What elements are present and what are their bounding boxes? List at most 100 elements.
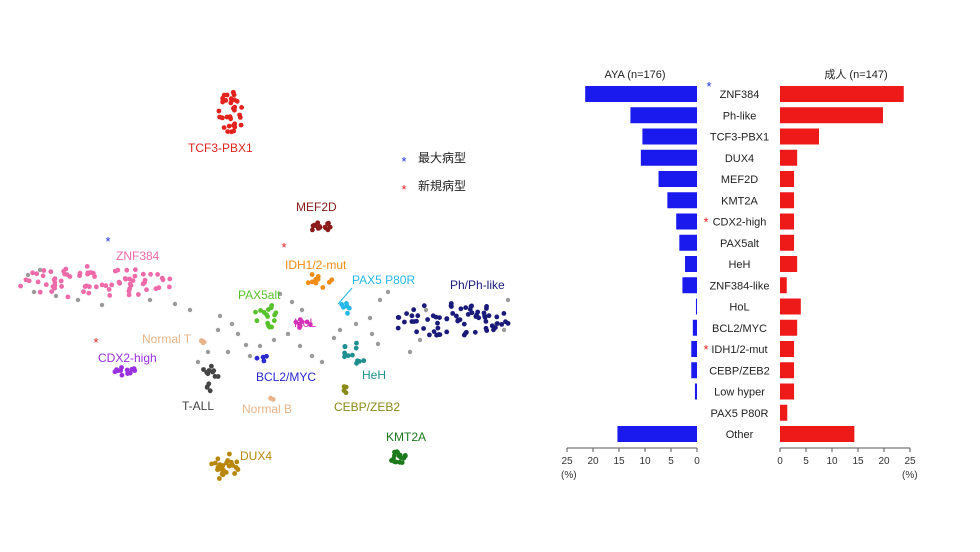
background-point <box>353 321 359 327</box>
cluster-point <box>481 310 487 316</box>
bar-adult-heh <box>780 256 798 272</box>
cluster-point <box>469 310 475 316</box>
cluster-point <box>354 340 359 346</box>
cluster-point <box>461 321 467 327</box>
background-point <box>225 349 231 355</box>
cluster-label-bcl2-myc: BCL2/MYC <box>256 370 316 384</box>
bar-adult-hol <box>780 298 801 315</box>
background-point <box>367 315 373 321</box>
cluster-star-marker: * <box>93 335 98 350</box>
background-point <box>271 337 277 343</box>
right-tick-label: 10 <box>826 456 838 467</box>
cluster-point <box>116 279 122 285</box>
cluster-point <box>399 460 405 465</box>
cluster-point <box>342 344 348 350</box>
cluster-point <box>482 315 488 320</box>
background-point <box>385 289 391 295</box>
bar-aya-cebp-zeb2 <box>691 362 697 379</box>
cluster-point <box>435 325 441 331</box>
category-label-tcf3-pbx1: TCF3-PBX1 <box>710 132 769 144</box>
background-point <box>215 327 221 333</box>
cluster-point <box>231 89 236 95</box>
category-label-other: Other <box>726 429 754 441</box>
cluster-point <box>119 365 124 370</box>
cluster-point <box>317 224 322 229</box>
cluster-point <box>41 268 47 273</box>
right-tick-label: 20 <box>878 456 890 467</box>
bar-aya-znf384-like <box>682 277 697 294</box>
cluster-point <box>361 358 367 364</box>
left-tick-label: 0 <box>694 456 700 467</box>
bar-aya-heh <box>685 256 697 272</box>
cluster-point <box>125 371 130 376</box>
cluster-point <box>450 311 456 316</box>
cluster-point <box>309 272 315 277</box>
cluster-label-normal-t: Normal T <box>142 332 192 346</box>
cluster-point <box>115 267 121 273</box>
cluster-point <box>43 282 49 288</box>
category-label-znf384-like: ZNF384-like <box>710 280 770 292</box>
cluster-point <box>122 276 128 281</box>
cluster-label-tcf3-pbx1: TCF3-PBX1 <box>188 141 253 155</box>
cluster-point <box>402 319 407 325</box>
cluster-point <box>59 284 64 289</box>
bar-adult-cebp-zeb2 <box>780 362 795 379</box>
left-tick-label: 15 <box>613 456 625 467</box>
cluster-label-normal-b: Normal B <box>242 402 292 416</box>
category-label-pax5alt: PAX5alt <box>720 238 759 250</box>
cluster-point <box>228 100 234 106</box>
bar-adult-bcl2-myc <box>780 319 798 336</box>
right-unit-label: (%) <box>902 470 918 481</box>
cluster-point <box>325 221 330 227</box>
cluster-point <box>458 306 464 312</box>
cluster-point <box>427 332 432 338</box>
cluster-point <box>127 276 132 282</box>
background-point <box>299 307 305 313</box>
category-label-znf384: ZNF384 <box>720 89 760 101</box>
cluster-point <box>112 369 118 375</box>
legend-star: * <box>401 182 406 197</box>
cluster-point <box>253 309 258 315</box>
cluster-point <box>395 325 401 331</box>
cluster-point <box>217 476 222 481</box>
bar-adult-znf384-like <box>780 277 787 294</box>
cluster-point <box>234 98 240 104</box>
background-point <box>375 341 381 347</box>
cluster-point <box>343 390 349 396</box>
bar-aya-kmt2a <box>667 192 697 209</box>
bar-aya-other <box>617 426 697 442</box>
bar-adult-tcf3-pbx1 <box>780 128 819 145</box>
cluster-point <box>106 287 112 292</box>
cluster-pax5alt <box>253 303 279 330</box>
left-tick-label: 10 <box>639 456 651 467</box>
pax5-p80r-leader <box>337 287 353 305</box>
bar-aya-mef2d <box>658 171 697 187</box>
cluster-point <box>233 465 239 470</box>
cluster-point <box>52 283 58 288</box>
legend-star: * <box>401 154 406 169</box>
cluster-point <box>449 304 454 309</box>
cluster-label-heh: HeH <box>362 368 386 382</box>
cluster-cebp-zeb2 <box>341 384 349 396</box>
cluster-point <box>269 324 274 330</box>
cluster-point <box>223 98 229 103</box>
cluster-point <box>67 274 73 279</box>
cluster-star-marker: * <box>281 240 286 255</box>
cluster-point <box>238 122 244 128</box>
cluster-point <box>343 384 349 390</box>
cluster-point <box>271 318 277 323</box>
bar-chart: AYA (n=176) 成人 (n=147) ZNF384 Ph-like TCF3-P… <box>561 68 918 481</box>
cluster-point <box>153 286 159 292</box>
cluster-point <box>404 311 409 316</box>
cluster-point <box>505 321 511 326</box>
cluster-point <box>350 352 355 358</box>
cluster-point <box>234 459 240 465</box>
cluster-point <box>501 311 507 316</box>
cluster-point <box>327 224 333 230</box>
background-point <box>423 307 429 313</box>
bar-adult-mef2d <box>780 171 795 187</box>
cluster-point <box>18 283 23 289</box>
cluster-point <box>52 276 58 282</box>
left-tick-label: 20 <box>587 456 599 467</box>
